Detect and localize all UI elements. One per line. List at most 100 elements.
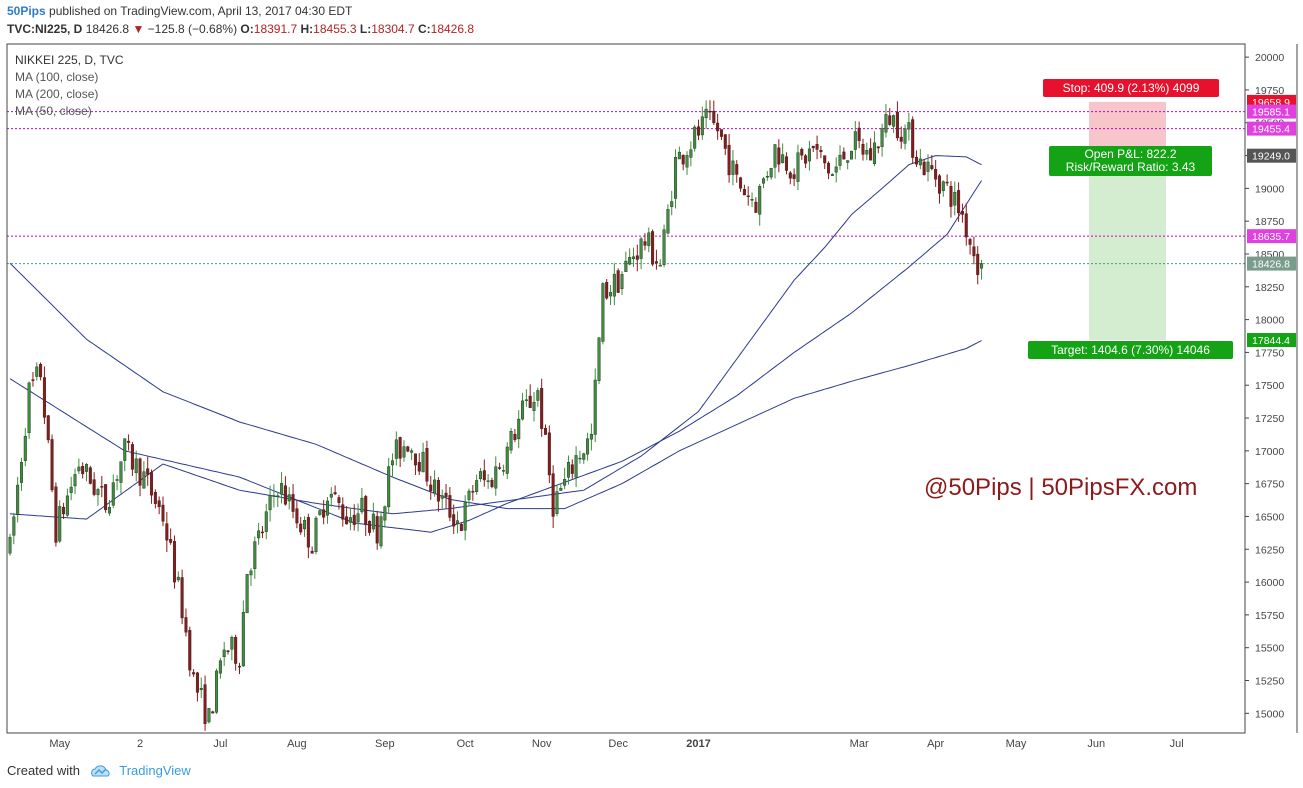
candle	[605, 278, 609, 300]
publisher-name[interactable]: 50Pips	[7, 4, 46, 18]
candle	[930, 155, 934, 171]
candle	[73, 468, 77, 495]
change-value: −125.8 (−0.68%)	[147, 22, 238, 36]
candle	[819, 145, 823, 159]
candle-body	[398, 437, 402, 459]
candle-body	[123, 438, 127, 461]
candle-body	[62, 506, 66, 515]
candle	[536, 387, 540, 407]
candle	[100, 475, 104, 498]
candle	[482, 459, 486, 487]
candle	[459, 521, 463, 532]
price-tag-bg	[1247, 256, 1296, 271]
candle-body	[444, 492, 448, 498]
candle	[544, 424, 548, 435]
price-tag-bg	[1247, 333, 1296, 348]
candle-body	[12, 516, 16, 536]
candle	[211, 710, 215, 714]
candle	[325, 497, 329, 524]
candle-body	[253, 541, 257, 569]
candle-body	[268, 495, 272, 511]
candle	[804, 153, 808, 169]
candle-body	[589, 433, 593, 440]
candle-body	[272, 495, 276, 497]
candle-body	[850, 150, 854, 160]
candle	[329, 487, 333, 507]
tradingview-link[interactable]: TradingView	[119, 763, 191, 778]
candle-body	[391, 460, 395, 466]
x-tick-label: 2017	[686, 738, 710, 750]
candle-body	[429, 484, 433, 492]
candle	[980, 259, 984, 280]
candle	[218, 657, 222, 679]
stop-text: Stop: 409.9 (2.13%) 4099	[1062, 81, 1200, 95]
candle	[589, 423, 593, 451]
candle-body	[165, 523, 169, 541]
candle-body	[911, 119, 915, 158]
candle-body	[8, 536, 12, 554]
candle-body	[184, 617, 188, 633]
legend-ma100[interactable]: MA (100, close)	[15, 70, 99, 84]
candle-body	[96, 489, 100, 496]
candle	[941, 180, 945, 197]
candle-body	[291, 494, 295, 512]
candle-body	[176, 576, 180, 581]
tradingview-logo-icon[interactable]	[90, 764, 112, 779]
quote-line: TVC:NI225, D 18426.8 ▼ −125.8 (−0.68%) O…	[7, 22, 474, 36]
y-tick-label: 17500	[1255, 380, 1284, 392]
candle	[922, 159, 926, 176]
candle	[521, 392, 525, 421]
candle	[872, 131, 876, 167]
candle	[322, 500, 326, 525]
candle-body	[823, 155, 827, 164]
candle	[475, 474, 479, 495]
legend-ma50[interactable]: MA (50, close)	[15, 104, 92, 118]
candle-body	[964, 213, 968, 238]
candle-body	[930, 165, 934, 169]
candle-body	[639, 238, 643, 259]
candle	[777, 139, 781, 173]
candle-body	[727, 144, 731, 176]
chart-frame	[6, 43, 1298, 734]
candle-body	[731, 160, 735, 175]
candle	[937, 174, 941, 204]
candle	[314, 516, 318, 555]
candle	[62, 502, 66, 519]
price-tag-label: 18635.7	[1252, 231, 1290, 243]
candle-body	[433, 479, 437, 494]
candle	[781, 143, 785, 164]
candle	[827, 161, 831, 180]
legend-ma200[interactable]: MA (200, close)	[15, 87, 99, 101]
candle	[153, 489, 157, 509]
candle	[945, 174, 949, 187]
y-tick-label: 18750	[1255, 216, 1284, 228]
candle-body	[234, 637, 238, 664]
candle	[280, 472, 284, 504]
candle	[582, 452, 586, 464]
price-chart[interactable]: 2000019750195001925019000187501850018250…	[0, 40, 1303, 753]
candle-body	[203, 684, 207, 724]
candle-body	[287, 494, 291, 502]
candle-body	[563, 479, 567, 486]
candle	[138, 457, 142, 497]
x-tick-label: Mar	[850, 738, 869, 750]
candle-body	[299, 523, 303, 533]
candle-body	[819, 150, 823, 152]
candle-body	[410, 450, 414, 453]
candle-body	[624, 260, 628, 272]
y-tick-label: 18000	[1255, 315, 1284, 327]
y-tick-label: 19750	[1255, 85, 1284, 97]
candle	[150, 469, 154, 504]
candle-body	[605, 282, 609, 299]
candle	[50, 434, 54, 493]
candle	[723, 134, 727, 156]
candle	[467, 488, 471, 507]
candle	[318, 508, 322, 516]
candle-body	[544, 427, 548, 435]
candle-body	[360, 497, 364, 513]
candle	[456, 511, 460, 534]
candle	[842, 147, 846, 160]
candle-body	[88, 467, 92, 484]
candle-body	[609, 292, 613, 297]
candle-body	[436, 480, 440, 502]
